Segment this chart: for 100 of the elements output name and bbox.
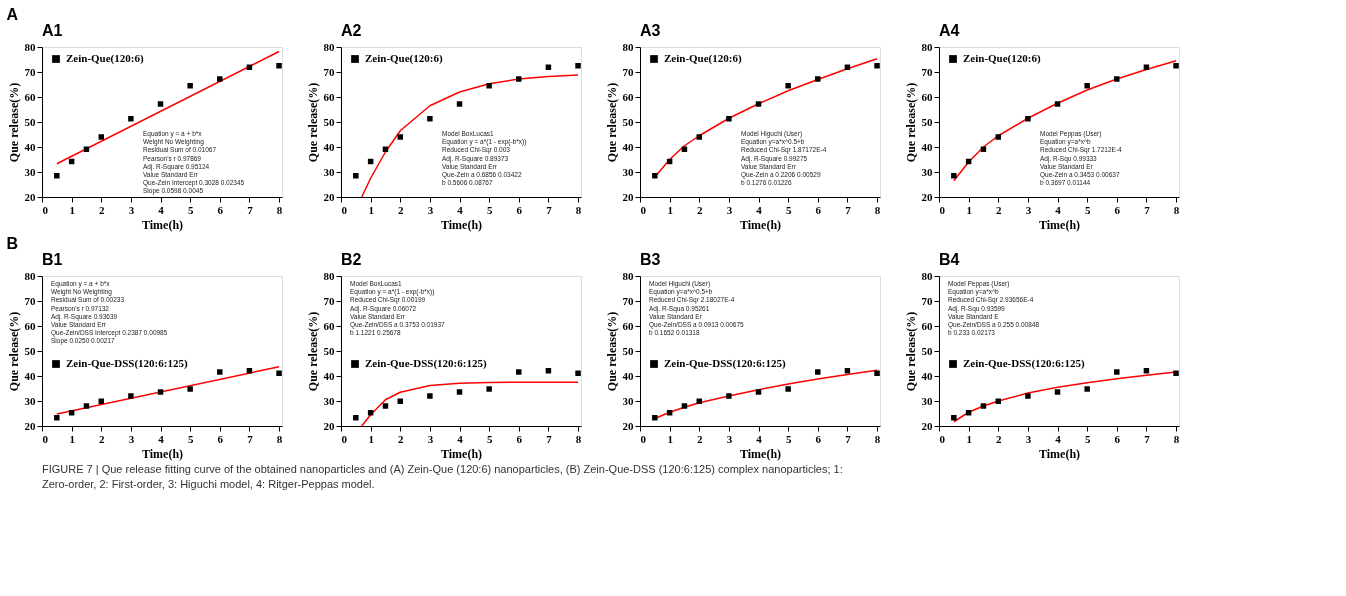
- y-tick-label: 70: [921, 65, 933, 78]
- x-tick-label: 1: [667, 203, 673, 216]
- point: [1084, 83, 1090, 89]
- y-tick-label: 40: [323, 140, 335, 153]
- chart-title: A3: [640, 22, 661, 39]
- x-axis-title: Time(h): [1038, 446, 1081, 461]
- x-tick-label: 4: [756, 203, 763, 216]
- x-tick-label: 3: [427, 203, 434, 216]
- y-tick-label: 80: [622, 269, 634, 282]
- x-tick-label: 1: [966, 432, 972, 445]
- point: [1084, 386, 1090, 392]
- x-tick-label: 4: [158, 432, 165, 445]
- x-tick-label: 6: [516, 203, 523, 216]
- point: [785, 386, 791, 392]
- y-tick-label: 50: [921, 344, 933, 357]
- point: [1054, 101, 1061, 107]
- point: [276, 63, 282, 69]
- point: [726, 393, 732, 399]
- x-tick-label: 2: [996, 432, 1003, 445]
- y-tick-label: 20: [921, 190, 933, 203]
- x-tick-label: 1: [966, 203, 972, 216]
- x-tick-label: 5: [486, 432, 493, 445]
- x-tick-label: 4: [756, 432, 763, 445]
- point: [1114, 369, 1120, 375]
- y-axis-title: Que release(%): [305, 311, 320, 392]
- y-tick-label: 70: [323, 294, 335, 307]
- point: [696, 134, 702, 140]
- y-axis-title: Que release(%): [604, 82, 619, 163]
- x-tick-label: 2: [99, 203, 106, 216]
- legend-label: Zein-Que(120:6): [963, 52, 1041, 65]
- point: [397, 134, 403, 140]
- chart-title: A2: [341, 22, 362, 39]
- x-tick-label: 8: [575, 432, 582, 445]
- y-tick-label: 50: [24, 115, 36, 128]
- y-tick-label: 40: [622, 140, 634, 153]
- x-tick-label: 3: [1025, 203, 1032, 216]
- x-tick-label: 4: [1055, 432, 1062, 445]
- y-tick-label: 30: [323, 165, 335, 178]
- x-tick-label: 1: [69, 432, 75, 445]
- point: [353, 415, 359, 421]
- point: [1025, 116, 1031, 122]
- x-tick-label: 4: [457, 203, 464, 216]
- point: [951, 415, 957, 421]
- point: [83, 403, 90, 409]
- y-axis-title: Que release(%): [903, 311, 918, 392]
- y-tick-label: 30: [24, 165, 36, 178]
- chart-subtitle: A: [6, 5, 19, 23]
- y-tick-label: 80: [622, 40, 634, 53]
- point: [995, 134, 1001, 140]
- y-tick-label: 50: [323, 344, 335, 357]
- x-tick-label: 6: [217, 432, 224, 445]
- x-tick-label: 1: [667, 432, 673, 445]
- chart-subtitle: B: [6, 234, 19, 252]
- x-axis-title: Time(h): [1038, 217, 1081, 232]
- x-tick-label: 8: [276, 432, 283, 445]
- x-tick-label: 0: [640, 203, 647, 216]
- point: [382, 403, 389, 409]
- x-tick-label: 2: [697, 432, 704, 445]
- y-tick-label: 40: [921, 140, 933, 153]
- y-tick-label: 20: [323, 419, 335, 432]
- y-tick-label: 20: [24, 419, 36, 432]
- legend-label: Zein-Que(120:6): [365, 52, 443, 65]
- y-tick-label: 30: [323, 394, 335, 407]
- y-tick-label: 60: [921, 90, 933, 103]
- x-tick-label: 5: [1084, 432, 1091, 445]
- legend-label: Zein-Que(120:6): [664, 52, 742, 65]
- point: [456, 101, 463, 107]
- x-tick-label: 4: [158, 203, 165, 216]
- x-tick-label: 3: [427, 432, 434, 445]
- y-tick-label: 30: [622, 394, 634, 407]
- y-tick-label: 20: [323, 190, 335, 203]
- y-tick-label: 70: [622, 65, 634, 78]
- y-tick-label: 60: [24, 90, 36, 103]
- x-tick-label: 3: [1025, 432, 1032, 445]
- x-tick-label: 3: [726, 203, 733, 216]
- y-axis-title: Que release(%): [305, 82, 320, 163]
- point: [54, 415, 60, 421]
- x-tick-label: 3: [128, 432, 135, 445]
- y-tick-label: 70: [24, 294, 36, 307]
- legend-label: Zein-Que-DSS(120:6:125): [66, 357, 188, 370]
- y-tick-label: 70: [323, 65, 335, 78]
- chart-title: B3: [640, 251, 661, 268]
- x-tick-label: 8: [276, 203, 283, 216]
- x-tick-label: 0: [42, 203, 49, 216]
- x-axis-title: Time(h): [141, 446, 184, 461]
- x-tick-label: 0: [939, 432, 946, 445]
- x-axis-title: Time(h): [739, 217, 782, 232]
- x-tick-label: 7: [546, 432, 553, 445]
- y-tick-label: 50: [622, 344, 634, 357]
- y-tick-label: 30: [921, 165, 933, 178]
- y-tick-label: 80: [24, 269, 36, 282]
- x-tick-label: 7: [845, 432, 852, 445]
- x-tick-label: 7: [1144, 432, 1151, 445]
- point: [276, 370, 282, 376]
- y-tick-label: 70: [622, 294, 634, 307]
- point: [755, 101, 762, 107]
- caption: FIGURE 7 | Que release fitting curve of the obtained nanoparticles and (A) Zein-Que (120:6) nanoparticles, (B) Zein-Que-DSS (120:6:125) complex nanoparticles; 1:: [42, 463, 843, 475]
- y-tick-label: 70: [921, 294, 933, 307]
- y-tick-label: 80: [323, 40, 335, 53]
- x-tick-label: 5: [1084, 203, 1091, 216]
